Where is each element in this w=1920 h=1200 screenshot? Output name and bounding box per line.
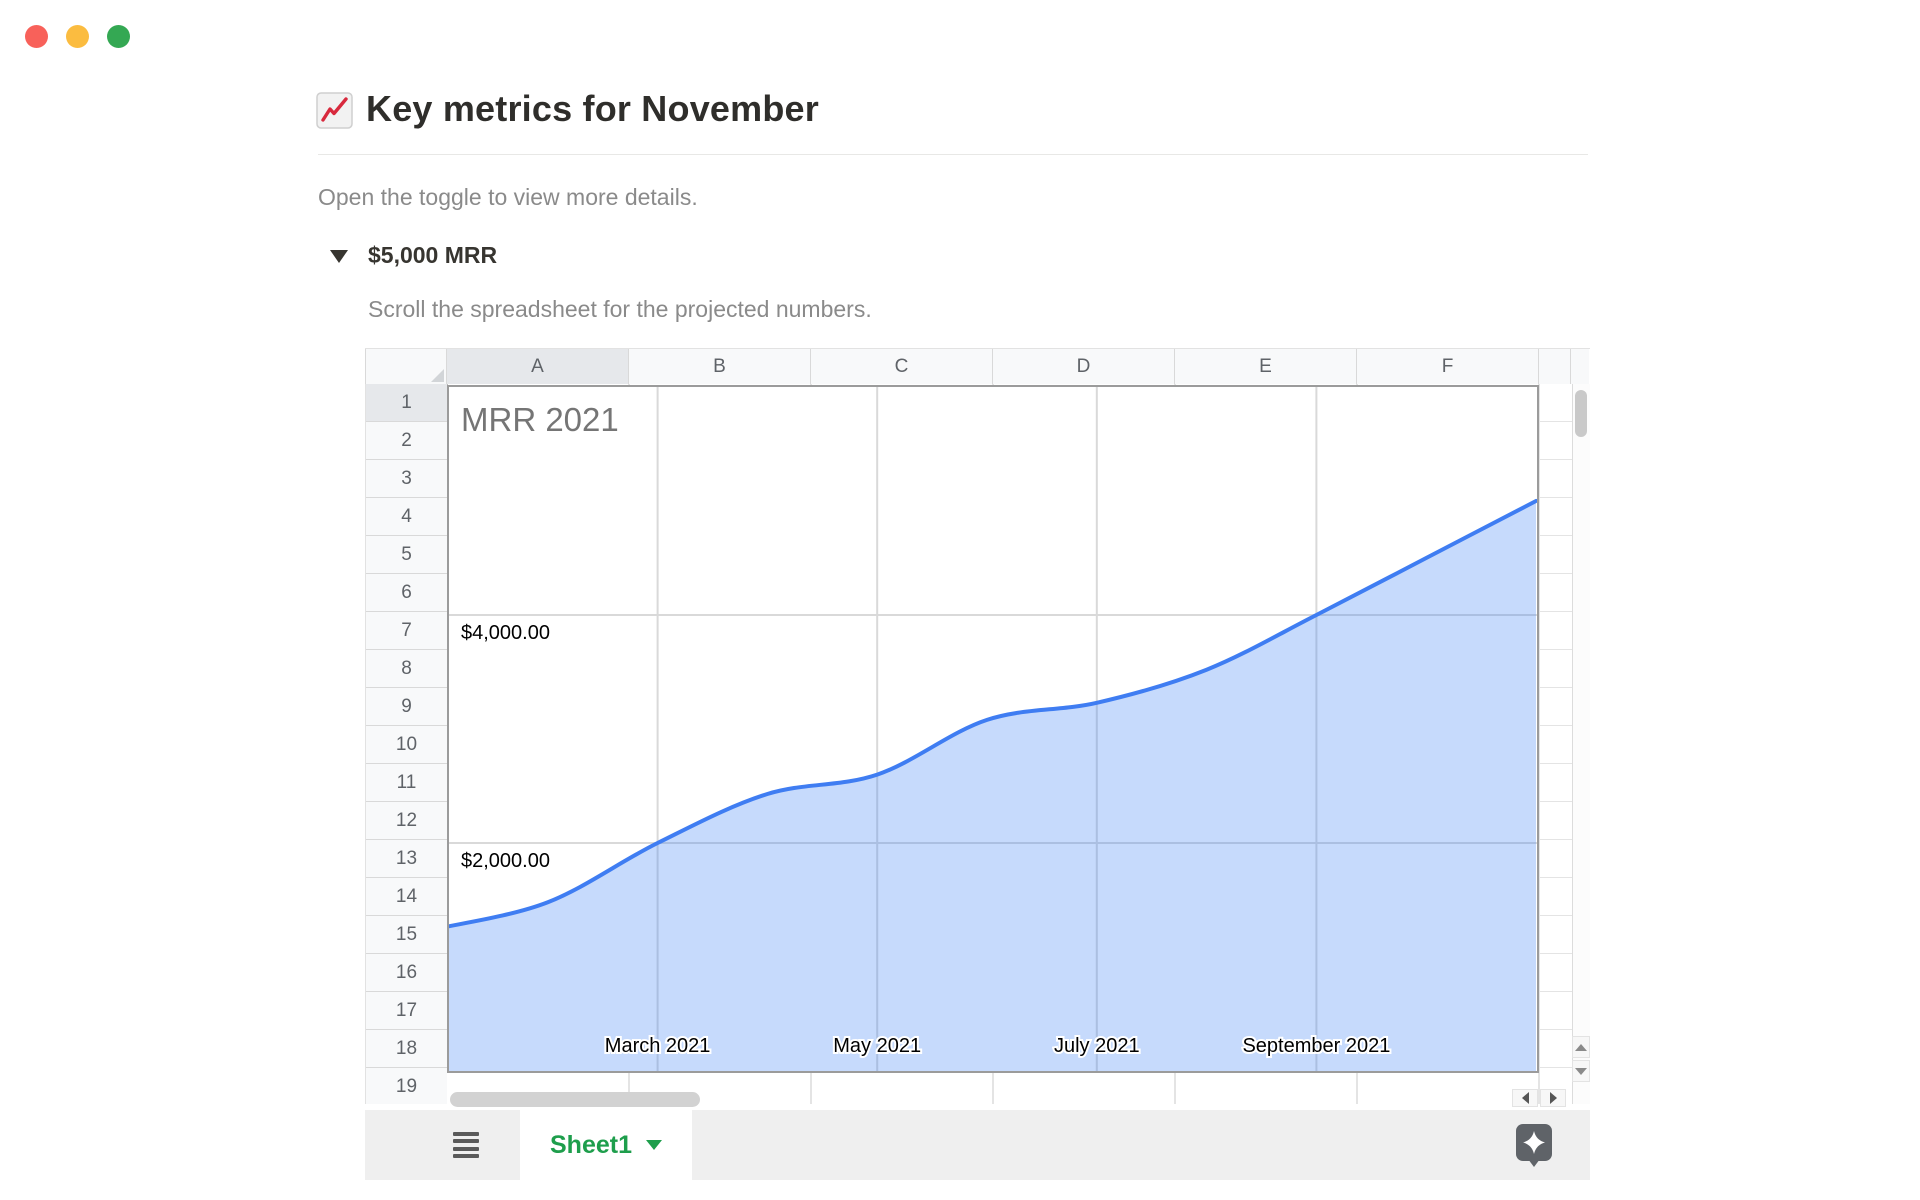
select-all-corner[interactable] — [365, 349, 447, 385]
svg-text:May 2021: May 2021 — [833, 1035, 921, 1057]
column-header-E[interactable]: E — [1175, 349, 1357, 385]
row-header-19[interactable]: 19 — [366, 1068, 447, 1104]
row-header-1[interactable]: 1 — [366, 384, 447, 422]
row-header-13[interactable]: 13 — [366, 840, 447, 878]
horizontal-scrollbar-thumb[interactable] — [450, 1092, 700, 1107]
sheet-tab-label: Sheet1 — [550, 1130, 632, 1159]
row-header-15[interactable]: 15 — [366, 916, 447, 954]
row-header-9[interactable]: 9 — [366, 688, 447, 726]
row-header-6[interactable]: 6 — [366, 574, 447, 612]
select-all-triangle-icon — [431, 369, 444, 382]
row-header-12[interactable]: 12 — [366, 802, 447, 840]
svg-text:$2,000.00: $2,000.00 — [461, 850, 550, 872]
row-header-10[interactable]: 10 — [366, 726, 447, 764]
column-header-D[interactable]: D — [993, 349, 1175, 385]
row-header-11[interactable]: 11 — [366, 764, 447, 802]
left-arrow-icon — [1521, 1092, 1529, 1104]
explore-button[interactable] — [1516, 1124, 1552, 1168]
explore-icon — [1516, 1124, 1552, 1167]
svg-text:September 2021: September 2021 — [1242, 1035, 1390, 1057]
column-header-F[interactable]: F — [1357, 349, 1539, 385]
row-header-18[interactable]: 18 — [366, 1030, 447, 1068]
toggle-label[interactable]: $5,000 MRR — [368, 242, 498, 268]
scroll-right-button[interactable] — [1540, 1089, 1566, 1107]
intro-text: Open the toggle to view more details. — [318, 184, 698, 210]
scroll-down-button[interactable] — [1572, 1060, 1590, 1082]
row-header-17[interactable]: 17 — [366, 992, 447, 1030]
column-header-B[interactable]: B — [629, 349, 811, 385]
row-header-3[interactable]: 3 — [366, 460, 447, 498]
all-sheets-icon[interactable] — [453, 1132, 479, 1158]
svg-text:March 2021: March 2021 — [605, 1035, 711, 1057]
row-header-4[interactable]: 4 — [366, 498, 447, 536]
sheet-tab-dropdown-icon — [645, 1140, 662, 1150]
column-header-filler — [1571, 349, 1589, 385]
traffic-light-close[interactable] — [25, 25, 48, 48]
traffic-light-minimize[interactable] — [66, 25, 89, 48]
column-header-C[interactable]: C — [811, 349, 993, 385]
row-header-5[interactable]: 5 — [366, 536, 447, 574]
column-header-A[interactable]: A — [447, 349, 629, 385]
sheet-tab-sheet1[interactable]: Sheet1 — [520, 1110, 692, 1180]
scroll-left-button[interactable] — [1512, 1089, 1538, 1107]
toggle-body-text: Scroll the spreadsheet for the projected… — [368, 296, 872, 322]
traffic-light-zoom[interactable] — [107, 25, 130, 48]
down-arrow-icon — [1575, 1067, 1587, 1075]
svg-text:MRR 2021: MRR 2021 — [461, 401, 619, 438]
right-arrow-icon — [1549, 1092, 1557, 1104]
svg-text:$4,000.00: $4,000.00 — [461, 622, 550, 644]
vertical-scrollbar-thumb[interactable] — [1575, 390, 1587, 437]
row-header-8[interactable]: 8 — [366, 650, 447, 688]
row-header-7[interactable]: 7 — [366, 612, 447, 650]
title-divider — [318, 154, 1588, 155]
svg-text:July 2021: July 2021 — [1054, 1035, 1140, 1057]
up-arrow-icon — [1575, 1043, 1587, 1051]
mrr-area-chart[interactable]: $2,000.00 $4,000.00 March 2021 May 2021 July… — [436, 385, 1539, 1073]
row-header-16[interactable]: 16 — [366, 954, 447, 992]
chart-increasing-emoji — [316, 92, 353, 129]
column-header-partial[interactable] — [1539, 349, 1571, 385]
page-title: Key metrics for November — [366, 88, 819, 129]
row-header-column: 1 2 3 4 5 6 7 8 9 10 11 12 13 14 15 16 17 18 19 — [365, 384, 447, 1104]
row-header-2[interactable]: 2 — [366, 422, 447, 460]
sheet-tab-bar: Sheet1 — [365, 1110, 1590, 1180]
scroll-up-button[interactable] — [1572, 1036, 1590, 1058]
row-header-14[interactable]: 14 — [366, 878, 447, 916]
vertical-scrollbar-track[interactable] — [1572, 384, 1590, 1104]
toggle-arrow-icon[interactable] — [330, 250, 348, 263]
